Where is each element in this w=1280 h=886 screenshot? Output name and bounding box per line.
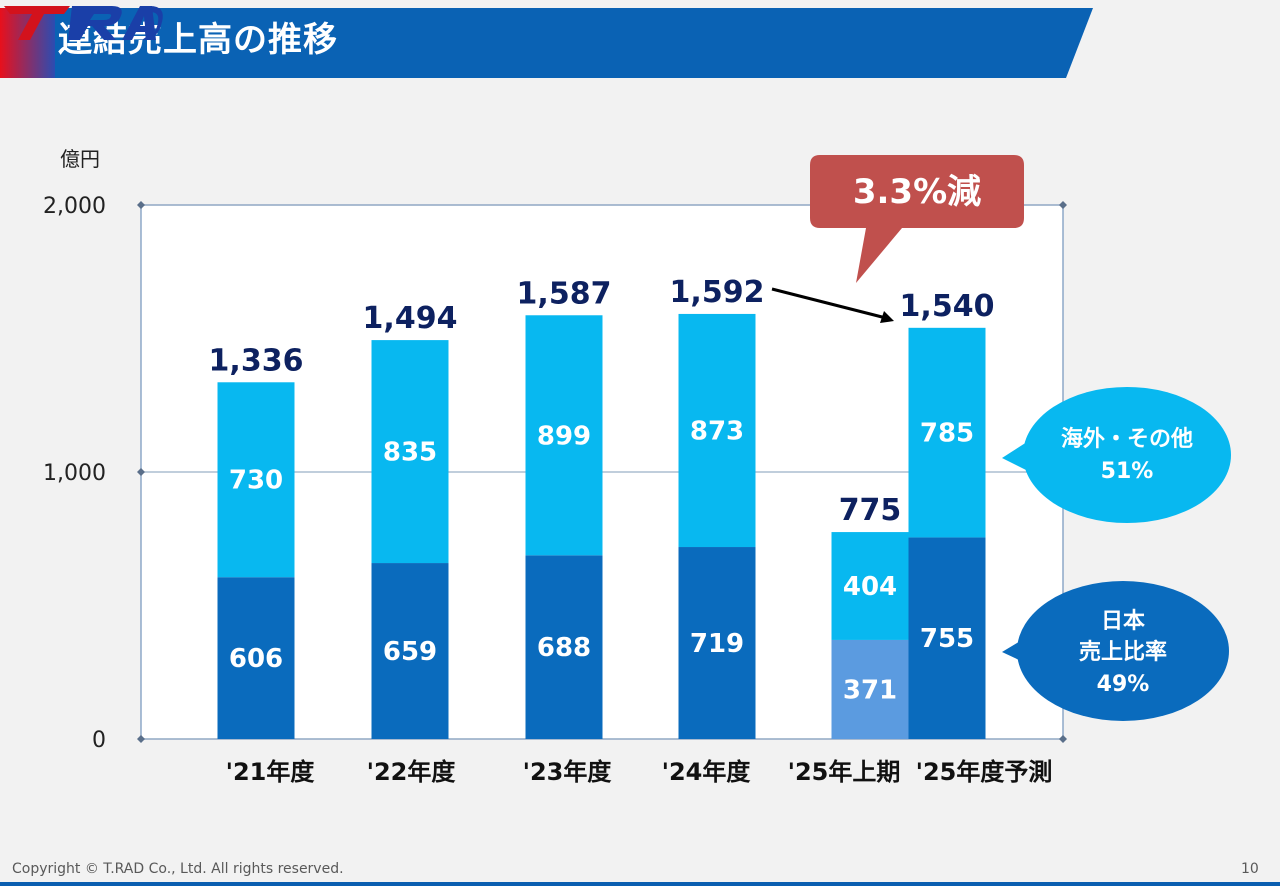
value-label-overseas: 785	[920, 419, 974, 449]
x-category-label: '25年度予測	[916, 758, 1053, 786]
bar-overseas	[217, 382, 295, 578]
y-tick-label: 2,000	[43, 194, 106, 219]
header-band	[55, 8, 1093, 78]
axis-tick-marker	[137, 735, 145, 743]
x-category-label: '22年度	[367, 758, 457, 786]
bar-japan	[525, 555, 603, 739]
value-label-japan: 371	[843, 675, 897, 705]
bar-japan	[217, 577, 295, 739]
value-label-japan: 606	[229, 644, 283, 674]
total-label: 1,587	[517, 276, 612, 311]
bar-overseas	[908, 327, 986, 538]
value-label-japan: 688	[537, 633, 591, 663]
total-label: 1,540	[900, 289, 995, 324]
legend-overseas-share: 51%	[1101, 459, 1154, 484]
value-label-overseas: 873	[690, 416, 744, 446]
change-callout-text: 3.3%減	[853, 172, 981, 212]
value-label-japan: 719	[690, 629, 744, 659]
legend-japan-ratio-label: 売上比率	[1079, 639, 1167, 665]
x-category-label: '24年度	[662, 758, 752, 786]
change-arrowhead	[880, 311, 894, 323]
legend-overseas-label: 海外・その他	[1061, 426, 1193, 452]
bar-overseas	[525, 315, 603, 556]
axis-tick-marker	[137, 468, 145, 476]
value-label-overseas: 404	[843, 572, 897, 602]
legend-japan-share: 49%	[1097, 672, 1150, 697]
axis-tick-marker	[1059, 735, 1067, 743]
bar-overseas	[371, 340, 449, 564]
bar-japan	[371, 563, 449, 739]
total-label: 1,592	[670, 275, 765, 310]
footer-line	[0, 882, 1280, 886]
change-arrow	[771, 287, 887, 320]
axis-tick-marker	[137, 201, 145, 209]
bar-japan	[908, 537, 986, 739]
change-callout: 3.3%減	[810, 155, 1024, 283]
page-number: 10	[1241, 861, 1259, 877]
sales-chart: 0 1,000 2,000 606 730 1,336 '21年度 659 835 1,494 '2…	[43, 147, 1231, 786]
legend-overseas-bubble: 海外・その他 51%	[1002, 387, 1231, 523]
total-label: 1,494	[363, 301, 458, 336]
value-label-overseas: 835	[383, 438, 437, 468]
value-label-overseas: 730	[229, 466, 283, 496]
copyright: Copyright © T.RAD Co., Ltd. All rights r…	[12, 861, 344, 877]
bar-japan	[678, 547, 756, 739]
x-category-label: '25年上期	[788, 758, 901, 786]
axis-tick-marker	[1059, 201, 1067, 209]
x-category-label: '21年度	[226, 758, 316, 786]
bar-overseas	[831, 532, 909, 640]
legend-japan-bubble: 日本 売上比率 49%	[1002, 581, 1229, 721]
bar-japan	[831, 639, 909, 739]
legend-japan-label: 日本	[1101, 609, 1145, 634]
total-label: 1,336	[209, 343, 304, 378]
trad-logo	[4, 6, 163, 40]
bar-overseas	[678, 313, 756, 548]
header-bar: 連結売上高の推移	[0, 0, 1280, 80]
total-label: 775	[839, 493, 902, 528]
value-label-japan: 659	[383, 637, 437, 667]
value-label-japan: 755	[920, 624, 974, 654]
value-label-overseas: 899	[537, 421, 591, 451]
y-tick-label: 1,000	[43, 461, 106, 486]
x-category-label: '23年度	[523, 758, 613, 786]
y-axis-unit: 億円	[60, 147, 100, 171]
y-tick-label: 0	[92, 728, 106, 753]
